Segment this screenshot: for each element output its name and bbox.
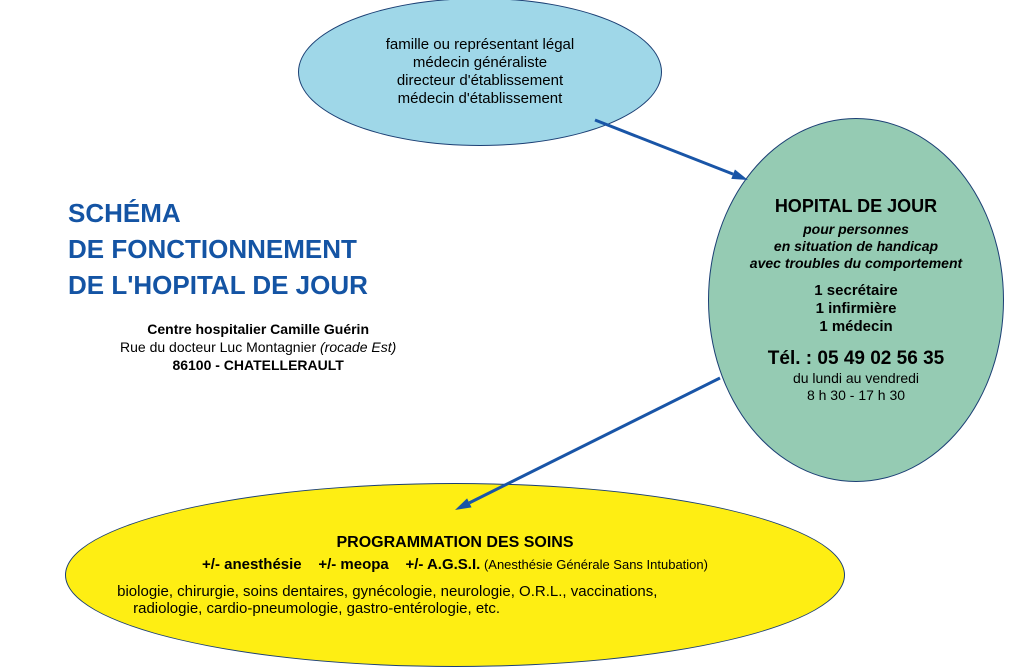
hopital-subtitle-line: en situation de handicap bbox=[727, 238, 986, 255]
node-referrers: famille ou représentant légalmédecin gén… bbox=[298, 0, 662, 146]
staff-line: 1 secrétaire bbox=[727, 282, 986, 300]
subtitle-line1: Centre hospitalier Camille Guérin bbox=[120, 320, 396, 338]
node-programmation-soins: PROGRAMMATION DES SOINS +/- anesthésie +/… bbox=[65, 483, 845, 667]
subtitle-line2: Rue du docteur Luc Montagnier (rocade Es… bbox=[120, 338, 396, 356]
page-title: SCHÉMADE FONCTIONNEMENTDE L'HOPITAL DE J… bbox=[68, 195, 368, 303]
title-line: DE L'HOPITAL DE JOUR bbox=[68, 267, 368, 303]
hopital-header: HOPITAL DE JOUR bbox=[727, 196, 986, 217]
telephone: Tél. : 05 49 02 56 35 bbox=[727, 348, 986, 370]
referrer-line: médecin d'établissement bbox=[321, 90, 640, 108]
soins-header: PROGRAMMATION DES SOINS bbox=[97, 534, 813, 552]
hours-line: du lundi au vendredi bbox=[727, 370, 986, 387]
hours-line: 8 h 30 - 17 h 30 bbox=[727, 387, 986, 404]
title-line: DE FONCTIONNEMENT bbox=[68, 231, 368, 267]
subtitle-block: Centre hospitalier Camille GuérinRue du … bbox=[120, 320, 396, 374]
subtitle-line3: 86100 - CHATELLERAULT bbox=[120, 356, 396, 374]
soins-list-line1: biologie, chirurgie, soins dentaires, gy… bbox=[97, 583, 813, 600]
staff-line: 1 infirmière bbox=[727, 300, 986, 318]
soins-options: +/- anesthésie +/- meopa +/- A.G.S.I. (A… bbox=[97, 556, 813, 573]
referrer-line: directeur d'établissement bbox=[321, 72, 640, 90]
hopital-subtitle-line: avec troubles du comportement bbox=[727, 255, 986, 272]
referrer-line: médecin généraliste bbox=[321, 54, 640, 72]
referrer-line: famille ou représentant légal bbox=[321, 36, 640, 54]
title-line: SCHÉMA bbox=[68, 195, 368, 231]
hopital-subtitle-line: pour personnes bbox=[727, 221, 986, 238]
node-hopital-de-jour: HOPITAL DE JOUR pour personnesen situatio… bbox=[708, 118, 1004, 482]
staff-line: 1 médecin bbox=[727, 318, 986, 336]
soins-list-line2: radiologie, cardio-pneumologie, gastro-e… bbox=[97, 600, 813, 617]
